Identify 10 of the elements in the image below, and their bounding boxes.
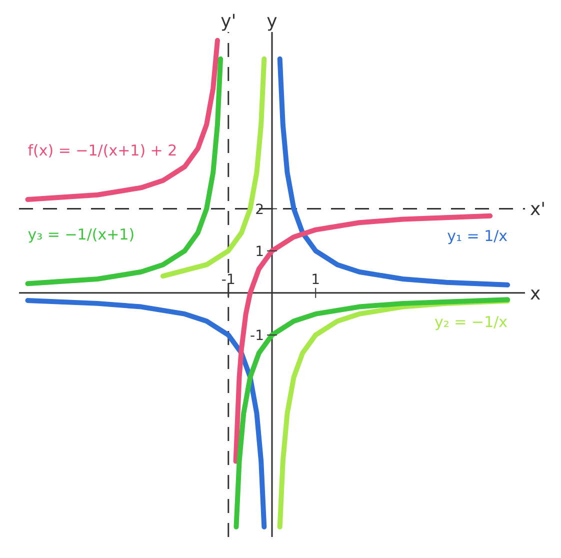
- ref-line-label: x': [530, 199, 546, 220]
- y-tick-label: 1: [255, 244, 264, 260]
- series-label: y₃ = −1/(x+1): [28, 226, 135, 244]
- x-axis-title: x: [530, 283, 541, 304]
- series-label: f(x) = −1/(x+1) + 2: [28, 141, 178, 160]
- y-tick-label: -1: [250, 328, 264, 344]
- text: y₁ = 1/x: [447, 226, 508, 245]
- y-axis-title: y: [266, 11, 278, 32]
- ref-line-label: y': [220, 11, 236, 32]
- series-label: y₂ = −1/x: [434, 312, 508, 331]
